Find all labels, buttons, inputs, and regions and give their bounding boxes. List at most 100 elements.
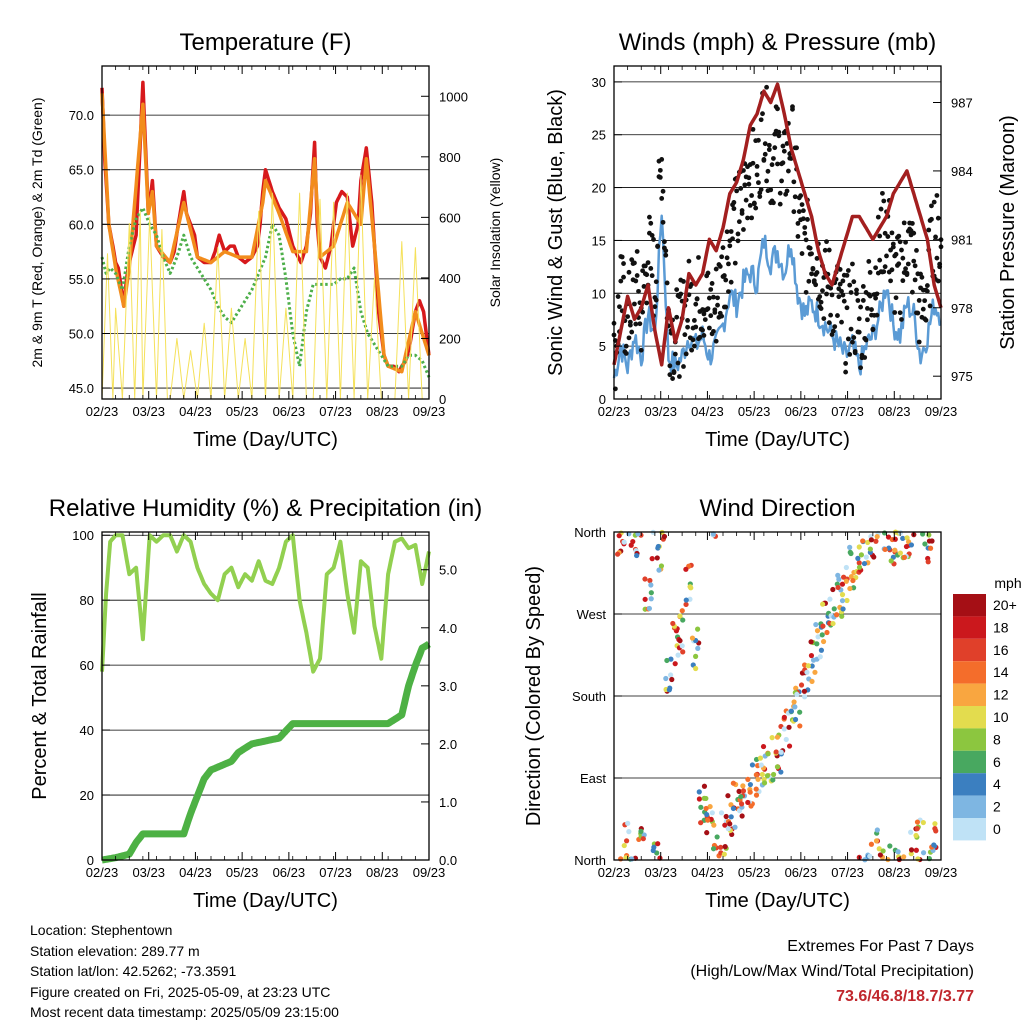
- direction-point: [847, 544, 853, 550]
- gust-point: [840, 278, 846, 284]
- y-tick-label: North: [574, 525, 606, 540]
- gust-point: [929, 216, 934, 222]
- colorbar-label: 12: [993, 687, 1009, 703]
- direction-point: [757, 755, 764, 761]
- gust-point: [889, 267, 895, 273]
- gust-point: [634, 273, 640, 278]
- direction-point: [793, 685, 799, 691]
- colorbar-swatch: [953, 728, 986, 751]
- direction-point: [625, 820, 631, 826]
- gust-point: [795, 234, 801, 239]
- gust-point: [719, 313, 725, 319]
- y2-tick-label: 984: [951, 164, 973, 179]
- gust-point: [924, 288, 930, 294]
- direction-point: [888, 558, 894, 564]
- gust-point: [901, 220, 907, 226]
- gust-point: [735, 238, 741, 244]
- direction-point: [781, 714, 787, 720]
- gust-point: [697, 334, 703, 340]
- gust-point: [858, 365, 864, 371]
- direction-point: [858, 552, 865, 558]
- x-tick-label: 03/23: [644, 404, 677, 419]
- gust-point: [826, 247, 832, 253]
- direction-point: [868, 537, 874, 543]
- gust-point: [840, 292, 846, 298]
- direction-point: [850, 577, 856, 584]
- gust-point: [720, 245, 726, 251]
- direction-point: [718, 810, 725, 816]
- gust-point: [839, 288, 844, 294]
- direction-point: [705, 817, 711, 823]
- gust-point: [931, 199, 937, 205]
- direction-point: [668, 672, 674, 678]
- direction-point: [760, 743, 767, 750]
- y-tick-label: 30: [592, 75, 606, 90]
- direction-point: [614, 551, 621, 557]
- gust-point: [765, 168, 771, 174]
- gust-point: [837, 281, 843, 287]
- direction-point: [805, 663, 811, 669]
- y2-tick-label: 3.0: [439, 679, 457, 694]
- y-tick-label: 5: [599, 339, 606, 354]
- direction-point: [903, 543, 910, 550]
- gust-point: [820, 288, 825, 294]
- gust-point: [674, 314, 680, 320]
- gust-point: [900, 255, 906, 261]
- gust-point: [854, 291, 859, 296]
- gust-point: [726, 289, 731, 294]
- gust-point: [803, 237, 809, 243]
- x-tick-label: 02/23: [86, 404, 119, 419]
- gust-point: [856, 316, 862, 322]
- gust-point: [648, 266, 654, 271]
- direction-point: [664, 657, 670, 664]
- gust-point: [909, 289, 915, 295]
- gust-point: [682, 332, 688, 338]
- direction-point: [701, 795, 707, 801]
- direction-point: [873, 838, 880, 844]
- gust-point: [934, 255, 940, 261]
- direction-point: [703, 805, 709, 812]
- direction-point: [695, 626, 701, 632]
- gust-point: [889, 230, 895, 236]
- direction-point: [855, 555, 861, 561]
- gust-point: [754, 164, 760, 169]
- gust-point: [885, 234, 891, 239]
- gust-point: [775, 106, 780, 112]
- gust-point: [919, 274, 925, 280]
- direction-point: [809, 678, 815, 685]
- y-tick-label: 100: [72, 528, 94, 543]
- direction-point: [824, 629, 830, 636]
- gust-point: [708, 313, 714, 319]
- gust-point: [926, 227, 932, 233]
- direction-point: [747, 789, 753, 795]
- colorbar-swatch: [953, 795, 986, 818]
- direction-point: [693, 665, 699, 672]
- gust-point: [626, 335, 632, 341]
- direction-point: [813, 621, 819, 628]
- gust-point: [686, 292, 692, 298]
- direction-point: [932, 821, 938, 827]
- gust-point: [701, 332, 707, 338]
- gust-point: [796, 209, 802, 214]
- direction-point: [815, 634, 821, 640]
- direction-point: [809, 663, 815, 669]
- gust-point: [836, 294, 842, 300]
- direction-point: [895, 849, 901, 855]
- gust-point: [821, 316, 827, 321]
- direction-point: [913, 832, 919, 839]
- gust-point: [701, 311, 707, 317]
- y2-tick-label: 1.0: [439, 795, 457, 810]
- colorbar-label: 20+: [993, 597, 1017, 613]
- gust-point: [690, 337, 696, 343]
- direction-point: [860, 538, 866, 544]
- direction-point: [885, 534, 892, 540]
- gust-point: [777, 190, 783, 196]
- gust-point: [621, 274, 626, 280]
- x-tick-label: 09/23: [413, 404, 446, 419]
- gust-point: [657, 167, 663, 173]
- gust-point: [800, 208, 806, 214]
- gust-point: [780, 160, 786, 166]
- gust-point: [935, 215, 941, 221]
- gust-point: [629, 329, 635, 335]
- direction-point: [914, 826, 920, 832]
